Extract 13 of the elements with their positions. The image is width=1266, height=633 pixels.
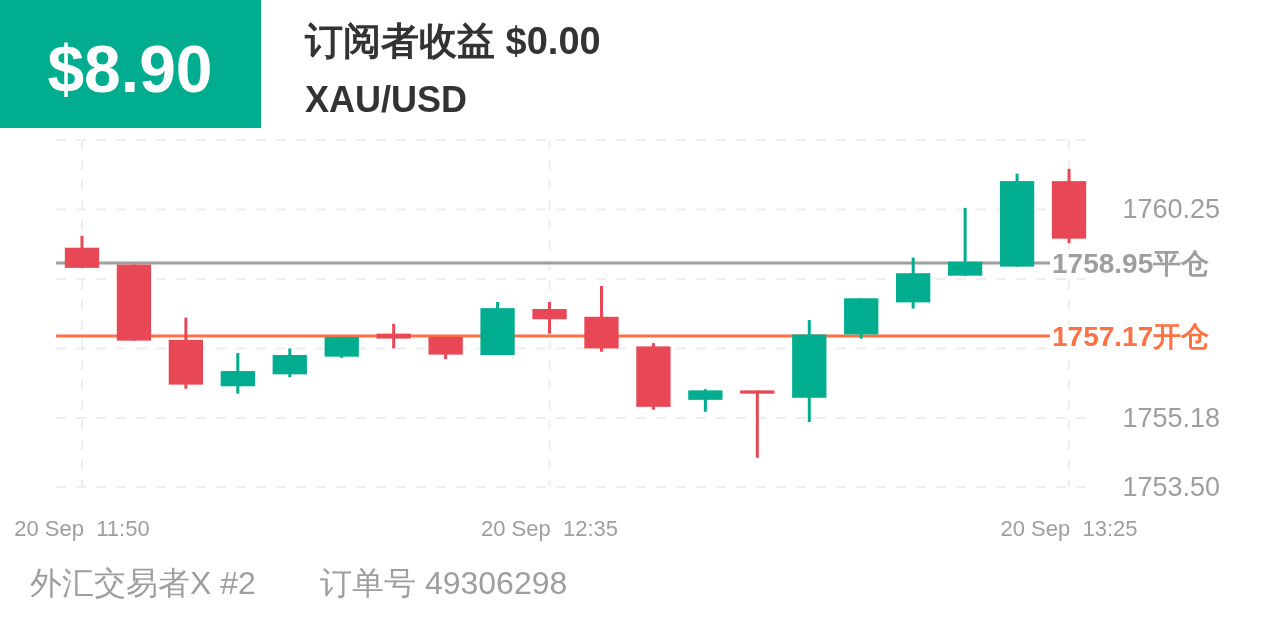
x-tick-label: 20 Sep 13:25 xyxy=(1000,516,1138,541)
ref-line-label: 1758.95平仓 xyxy=(1052,247,1210,279)
y-tick-label: 1753.50 xyxy=(1122,472,1220,502)
text: 外汇交易者X #2 xyxy=(30,565,256,601)
y-tick-label: 1760.25 xyxy=(1122,194,1220,225)
y-tick-label: 1755.18 xyxy=(1122,402,1220,433)
x-tick-label: 20 Sep 11:50 xyxy=(14,516,150,541)
ref-line-label: 1757.17开仓 xyxy=(1052,321,1210,353)
chart-title: 订阅者收益 $0.00 xyxy=(304,20,601,62)
x-tick-label: 20 Sep 12:35 xyxy=(481,516,619,541)
chart-subtitle: XAU/USD xyxy=(305,79,468,120)
text: 订单号 49306298 xyxy=(320,565,568,601)
badge: $8.90 xyxy=(0,0,261,128)
